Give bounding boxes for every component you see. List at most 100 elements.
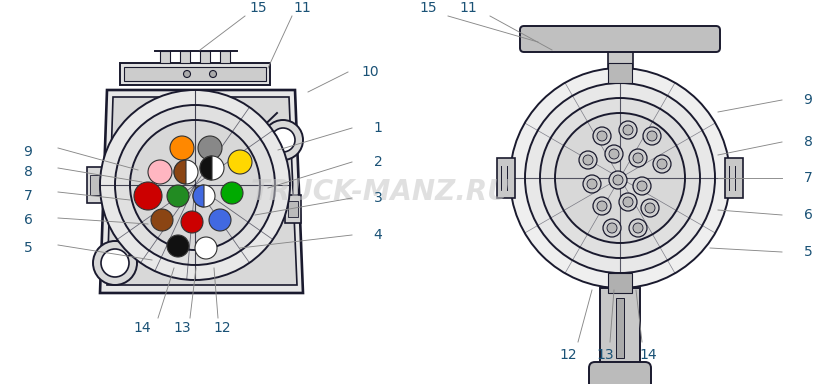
- Circle shape: [151, 209, 173, 231]
- Text: 11: 11: [459, 1, 477, 15]
- Circle shape: [629, 149, 647, 167]
- Text: 14: 14: [134, 321, 151, 335]
- Circle shape: [193, 185, 215, 207]
- Circle shape: [629, 219, 647, 237]
- FancyBboxPatch shape: [589, 362, 651, 384]
- Circle shape: [101, 249, 129, 277]
- Text: 13: 13: [596, 348, 614, 362]
- Text: 7: 7: [804, 171, 812, 185]
- Text: 6: 6: [804, 208, 812, 222]
- Bar: [600, 288, 640, 373]
- Circle shape: [170, 136, 194, 160]
- Wedge shape: [193, 185, 204, 207]
- Circle shape: [525, 83, 715, 273]
- Circle shape: [603, 219, 621, 237]
- Bar: [607, 48, 633, 68]
- Circle shape: [200, 156, 224, 180]
- Circle shape: [228, 150, 252, 174]
- Circle shape: [209, 71, 217, 78]
- Circle shape: [271, 128, 295, 152]
- Circle shape: [643, 127, 661, 145]
- Circle shape: [583, 175, 601, 193]
- Text: 15: 15: [419, 1, 437, 15]
- Circle shape: [607, 223, 617, 233]
- Circle shape: [633, 223, 643, 233]
- Circle shape: [605, 145, 623, 163]
- Text: 15: 15: [249, 1, 267, 15]
- Wedge shape: [200, 156, 212, 180]
- Text: 4: 4: [374, 228, 382, 242]
- Bar: [616, 298, 624, 358]
- Circle shape: [593, 197, 611, 215]
- Circle shape: [583, 155, 593, 165]
- Circle shape: [633, 177, 651, 195]
- Circle shape: [148, 160, 172, 184]
- Text: 14: 14: [639, 348, 657, 362]
- Polygon shape: [107, 97, 297, 285]
- Circle shape: [183, 71, 191, 78]
- Bar: [87, 167, 107, 203]
- Circle shape: [579, 151, 597, 169]
- Text: 12: 12: [213, 321, 231, 335]
- Circle shape: [641, 199, 659, 217]
- Circle shape: [93, 241, 137, 285]
- Text: 11: 11: [293, 1, 311, 15]
- Wedge shape: [174, 160, 186, 184]
- Circle shape: [167, 235, 189, 257]
- Text: 3: 3: [374, 191, 382, 205]
- Circle shape: [221, 182, 243, 204]
- Circle shape: [115, 105, 275, 265]
- Circle shape: [209, 209, 231, 231]
- Circle shape: [613, 175, 623, 185]
- Circle shape: [647, 131, 657, 141]
- Circle shape: [637, 181, 647, 191]
- Text: 5: 5: [24, 241, 33, 255]
- Circle shape: [181, 211, 203, 233]
- Text: 6: 6: [24, 213, 33, 227]
- Circle shape: [657, 159, 667, 169]
- Bar: [497, 158, 515, 198]
- Circle shape: [623, 125, 633, 135]
- Circle shape: [174, 160, 198, 184]
- Text: 9: 9: [804, 93, 812, 107]
- Circle shape: [263, 120, 303, 160]
- Bar: [90, 175, 104, 195]
- Text: 8: 8: [24, 165, 33, 179]
- Circle shape: [645, 203, 655, 213]
- Circle shape: [587, 179, 597, 189]
- Circle shape: [130, 120, 260, 250]
- Circle shape: [593, 127, 611, 145]
- Text: 12: 12: [559, 348, 577, 362]
- Text: 8: 8: [804, 135, 812, 149]
- Circle shape: [100, 90, 290, 280]
- Text: 2: 2: [374, 155, 382, 169]
- Bar: [285, 195, 301, 223]
- Circle shape: [555, 113, 685, 243]
- Circle shape: [609, 149, 619, 159]
- Bar: [288, 201, 298, 217]
- Bar: [725, 158, 743, 198]
- Circle shape: [619, 121, 637, 139]
- Text: TRUCK-MANZ.RU: TRUCK-MANZ.RU: [250, 178, 510, 206]
- Text: 9: 9: [24, 145, 33, 159]
- Bar: [220, 51, 230, 63]
- Circle shape: [195, 237, 217, 259]
- Bar: [160, 51, 170, 63]
- Circle shape: [510, 68, 730, 288]
- FancyBboxPatch shape: [520, 26, 720, 52]
- Text: 7: 7: [24, 189, 33, 203]
- Text: 1: 1: [374, 121, 382, 135]
- Bar: [124, 67, 266, 81]
- Text: 13: 13: [173, 321, 191, 335]
- Text: 10: 10: [361, 65, 379, 79]
- Polygon shape: [100, 90, 303, 293]
- Circle shape: [540, 98, 700, 258]
- Circle shape: [198, 136, 222, 160]
- Circle shape: [597, 131, 607, 141]
- Bar: [180, 51, 190, 63]
- Text: 5: 5: [804, 245, 812, 259]
- Circle shape: [633, 153, 643, 163]
- Circle shape: [623, 197, 633, 207]
- Circle shape: [619, 193, 637, 211]
- Circle shape: [597, 201, 607, 211]
